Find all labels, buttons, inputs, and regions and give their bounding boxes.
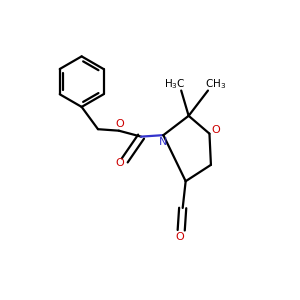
Text: CH$_3$: CH$_3$ [205,77,226,91]
Text: O: O [115,119,124,129]
Text: O: O [175,232,184,242]
Text: O: O [212,125,220,135]
Text: N: N [159,137,167,147]
Text: O: O [115,158,124,168]
Text: H$_3$C: H$_3$C [164,77,185,91]
